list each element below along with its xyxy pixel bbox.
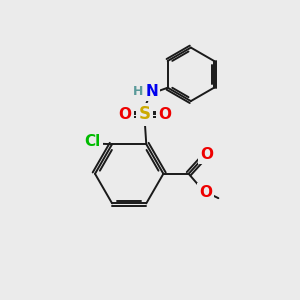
Text: N: N [145,84,158,99]
Text: O: O [158,107,171,122]
Text: O: O [118,107,131,122]
Text: Cl: Cl [85,134,101,149]
Text: H: H [133,85,143,98]
Text: O: O [201,147,214,162]
Text: O: O [199,185,212,200]
Text: S: S [139,106,151,124]
